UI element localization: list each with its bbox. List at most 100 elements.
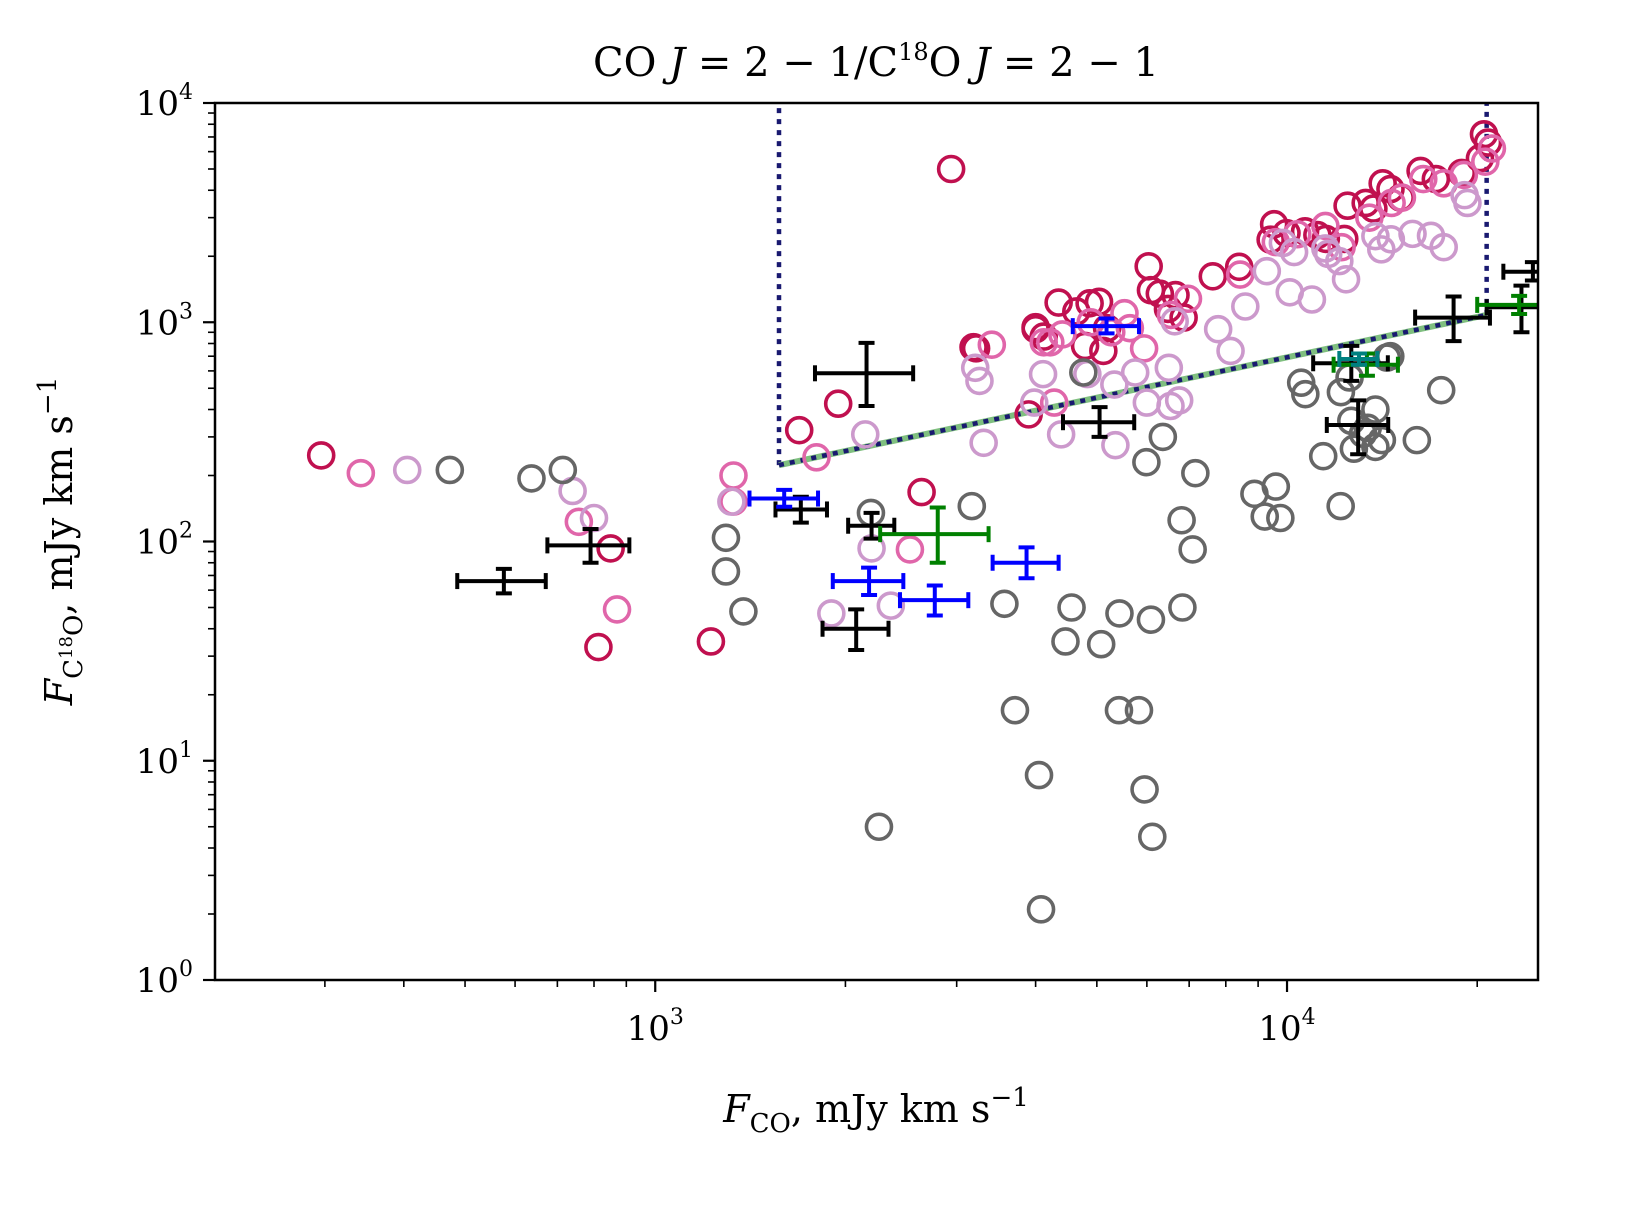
data-point [895,535,925,564]
y-tick-base: 10 [136,523,179,563]
y-tick-base: 10 [136,84,179,124]
errorbar-point [1501,260,1538,283]
data-point [1366,235,1396,264]
data-point [1311,211,1340,241]
errorbar-point [747,487,821,509]
data-point [1029,328,1059,357]
data-marks [306,119,1538,924]
data-point [1225,260,1255,289]
data-point [1137,822,1167,852]
title-part-d: O [929,40,975,86]
data-point [1104,695,1134,725]
data-point [548,455,578,485]
errorbar-point [545,527,632,565]
data-point [1376,224,1406,254]
data-point [1268,228,1298,258]
y-label-subscript-o: O [59,615,89,636]
data-point [1477,134,1507,163]
data-point [1449,160,1479,190]
data-point [1203,314,1233,344]
data-point [602,595,632,624]
data-point [1164,386,1194,415]
y-tick-exponent: 2 [179,519,193,544]
data-point [850,420,880,449]
data-point [907,477,936,507]
data-point [1387,183,1417,212]
data-point [1408,164,1438,194]
errorbar-point [1413,294,1492,344]
data-point [823,389,853,419]
title-part-a: CO [593,40,669,86]
data-point [876,591,906,620]
data-point [1024,760,1054,790]
data-point [1148,422,1178,452]
y-label-superscript: −1 [33,377,63,415]
data-point [961,334,991,363]
errorbar-point [1475,293,1538,317]
data-point [1048,320,1077,349]
data-point [696,627,726,656]
data-point [1124,695,1154,725]
data-point [596,534,625,563]
data-point [864,812,894,842]
y-tick-label: 102 [136,519,193,563]
data-point [1429,232,1458,262]
data-point [1361,432,1390,462]
data-point [1130,775,1159,804]
data-point [1100,370,1129,399]
data-point [1308,441,1338,471]
data-point [1361,221,1390,251]
data-point [1168,593,1197,622]
data-point [1331,264,1361,294]
data-point [1216,336,1245,366]
data-point [1473,128,1503,157]
y-tick-base: 10 [136,742,179,782]
data-point [1160,307,1189,336]
title-superscript: 18 [898,38,929,66]
errorbar-point [897,583,971,618]
data-point [1471,147,1500,176]
series-observed-gray [435,341,1456,924]
data-point [960,353,990,383]
data-point [1051,627,1080,656]
data-point [1075,289,1104,318]
data-point [1069,358,1098,387]
data-point [977,330,1007,359]
data-point [1355,203,1384,232]
data-point [1129,334,1159,363]
data-point [1101,430,1130,460]
data-point [1044,288,1073,317]
data-point [435,455,465,485]
series-observed-teal-errorbars [1337,350,1380,367]
x-label-units: , mJy km s [791,1087,991,1131]
data-point [1178,535,1207,564]
x-tick-label: 103 [627,1005,684,1049]
fit-line-green [778,311,1488,469]
data-point [1367,425,1397,455]
data-point [1282,219,1312,249]
data-point [1327,232,1356,262]
x-label-superscript: −1 [990,1083,1028,1113]
series-model-crimson [306,119,1503,662]
data-point [717,487,746,516]
data-point [1291,379,1320,409]
data-point [1086,629,1116,659]
errorbar-point [812,340,916,408]
y-tick-base: 10 [136,303,179,343]
data-point [1252,256,1282,286]
data-point [1019,388,1049,417]
y-label-subscript-c: C [59,659,89,679]
data-point [1326,491,1355,521]
y-tick-exponent: 0 [179,957,193,982]
data-point [729,597,758,626]
data-point [1028,359,1058,389]
y-tick-exponent: 4 [179,80,193,105]
chart-title: CO J = 2 − 1/C18O J = 2 − 1 [593,38,1159,86]
data-point [517,464,546,493]
data-point [564,507,594,537]
data-point [1105,599,1134,628]
errorbar-point [1061,405,1137,439]
data-point [784,415,814,445]
data-point [936,154,966,184]
